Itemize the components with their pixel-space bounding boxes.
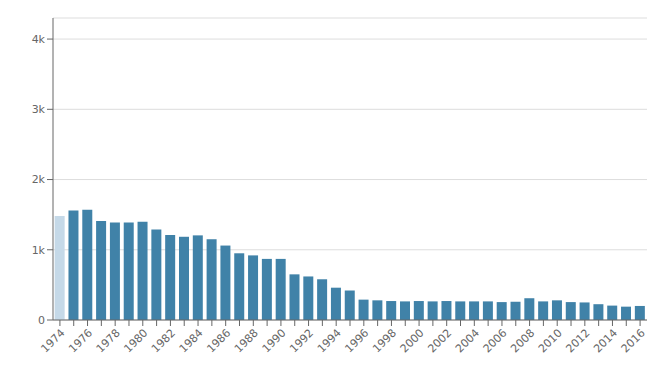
svg-text:2008: 2008 [508, 326, 537, 355]
svg-text:1976: 1976 [66, 326, 95, 355]
svg-text:2k: 2k [32, 173, 46, 186]
svg-text:2012: 2012 [563, 326, 592, 355]
svg-text:2016: 2016 [619, 326, 648, 355]
svg-text:1994: 1994 [315, 326, 344, 355]
svg-text:2006: 2006 [481, 326, 510, 355]
svg-text:1988: 1988 [232, 326, 261, 355]
svg-text:1990: 1990 [260, 326, 289, 355]
svg-text:2002: 2002 [425, 326, 454, 355]
svg-text:2000: 2000 [398, 326, 427, 355]
svg-text:1996: 1996 [342, 326, 371, 355]
svg-text:1974: 1974 [39, 326, 68, 355]
svg-text:1992: 1992 [287, 326, 316, 355]
svg-text:2014: 2014 [591, 326, 620, 355]
svg-text:1978: 1978 [94, 326, 123, 355]
svg-text:1982: 1982 [149, 326, 178, 355]
svg-text:3k: 3k [32, 103, 46, 116]
svg-text:4k: 4k [32, 33, 46, 46]
svg-text:0: 0 [38, 314, 45, 327]
svg-text:1986: 1986 [204, 326, 233, 355]
svg-text:2010: 2010 [536, 326, 565, 355]
svg-text:2004: 2004 [453, 326, 482, 355]
svg-text:1k: 1k [32, 244, 46, 257]
svg-text:1998: 1998 [370, 326, 399, 355]
svg-text:1980: 1980 [121, 326, 150, 355]
svg-text:1984: 1984 [177, 326, 206, 355]
